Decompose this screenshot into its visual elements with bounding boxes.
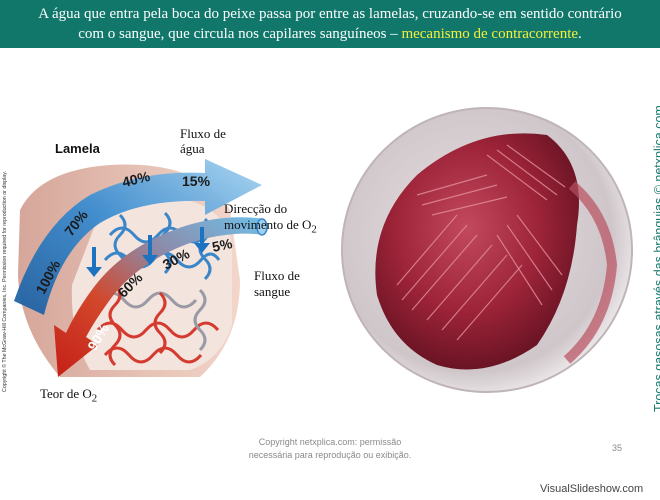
page-number: 35 [612,443,623,453]
side-caption: Trocas gasosas através das brânquias © n… [652,105,660,412]
blood-vessel-end-icon [256,218,268,236]
title-banner: A água que entra pela boca do peixe pass… [0,0,660,48]
fluxo-agua-label-1: Fluxo de [180,126,226,141]
direccao-label-2: movimento de O2 [224,217,317,238]
fluxo-sangue-label-2: sangue [254,284,291,299]
diagram-graphic [14,159,268,377]
banner-line-2-end: . [578,26,582,42]
teor-label-text: Teor de O [40,386,92,401]
banner-line-2-text: com o sangue, que circula nos capilares … [78,26,402,42]
gill-photo [337,105,637,395]
banner-highlight: mecanismo de contracorrente [401,26,579,42]
teor-label: Teor de O2 [40,386,97,407]
direccao-label-1: Direcção do [224,201,288,216]
gill-photo-icon [341,107,633,393]
water-pct-15: 15% [182,173,211,189]
o2-arrow-icon [86,247,102,277]
water-flow-arrow [14,159,262,315]
banner-line-2: com o sangue, que circula nos capilares … [0,24,660,44]
fluxo-sangue-label-1: Fluxo de [254,268,300,283]
blood-flow-arrow [54,217,265,377]
footer-copyright: Copyright netxplica.com: permissão neces… [0,436,660,462]
watermark[interactable]: VisualSlideshow.com [540,483,644,495]
lamela-label: Lamela [55,141,100,156]
footer-copyright-2: necessária para reprodução ou exibição. [248,450,412,460]
teor-sub: 2 [91,392,98,405]
direccao-label-2-text: movimento de O [224,217,312,232]
fluxo-agua-label-2: água [180,141,205,156]
o2-arrow-icon [194,227,210,253]
footer-copyright-1: Copyright netxplica.com: permissão [258,437,402,447]
direccao-sub: 2 [311,223,317,236]
banner-line-1: A água que entra pela boca do peixe pass… [38,6,622,22]
o2-arrow-icon [142,235,158,265]
countercurrent-diagram: Lamela Fluxo de água Direcção do movimen… [0,115,340,415]
